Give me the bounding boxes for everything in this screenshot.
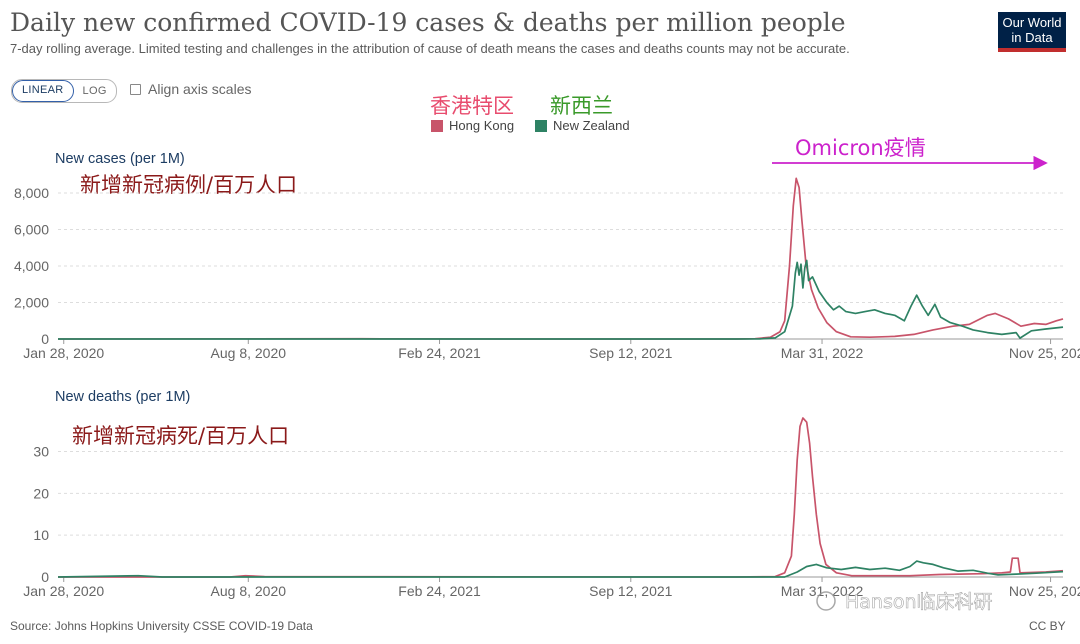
watermark: Hanson临床科研 bbox=[816, 591, 993, 613]
checkbox-icon[interactable] bbox=[130, 83, 141, 95]
cases-panel: New cases (per 1M) 0 2,000 4,000 6,000 8,000… bbox=[14, 151, 1080, 361]
deaths-y-tick-label: 0 bbox=[41, 569, 49, 585]
logo-line-2: in Data bbox=[1011, 30, 1053, 45]
cases-x-tick-label: Nov 25, 2022 bbox=[1009, 345, 1080, 361]
legend-hong-kong[interactable]: Hong Kong bbox=[431, 118, 514, 133]
wechat-icon bbox=[816, 591, 836, 611]
omicron-label: Omicron疫情 bbox=[795, 136, 926, 160]
legend-new-zealand-label: New Zealand bbox=[553, 118, 630, 133]
cases-y-tick-label: 8,000 bbox=[14, 185, 49, 201]
deaths-chinese-label: 新增新冠病死/百万人口 bbox=[72, 424, 290, 448]
cases-x-tick-label: Feb 24, 2021 bbox=[398, 345, 481, 361]
new-zealand-swatch bbox=[535, 119, 547, 132]
deaths-x-tick-label: Jan 28, 2020 bbox=[23, 583, 104, 599]
watermark-text: Hanson临床科研 bbox=[845, 591, 993, 613]
deaths-y-tick-label: 30 bbox=[33, 443, 49, 459]
cases-y-tick-label: 2,000 bbox=[14, 295, 49, 311]
logo-line-1: Our World bbox=[1002, 15, 1062, 30]
deaths-y-tick-label: 20 bbox=[33, 485, 49, 501]
cases-series-line-new-zealand bbox=[58, 259, 1064, 340]
deaths-panel: New deaths (per 1M) 0 10 20 30 Jan 28, 2020 A… bbox=[23, 389, 1080, 599]
log-scale-button[interactable]: LOG bbox=[82, 85, 107, 97]
cases-x-tick-label: Jan 28, 2020 bbox=[23, 345, 104, 361]
cases-chinese-label: 新增新冠病例/百万人口 bbox=[80, 173, 298, 197]
axis-scale-toggle: LINEAR LOG bbox=[11, 79, 117, 103]
deaths-series-line-new-zealand bbox=[57, 560, 1064, 578]
source-note: Source: Johns Hopkins University CSSE CO… bbox=[10, 619, 313, 633]
deaths-x-tick-label: Mar 31, 2022 bbox=[781, 583, 864, 599]
cases-series-line-hong-kong bbox=[57, 177, 1064, 340]
align-axis-scales-label: Align axis scales bbox=[148, 81, 252, 97]
chart-subtitle: 7-day rolling average. Limited testing a… bbox=[10, 41, 850, 56]
owid-logo[interactable]: Our World in Data bbox=[998, 12, 1066, 52]
deaths-x-tick-label: Aug 8, 2020 bbox=[211, 583, 287, 599]
deaths-series-line-hong-kong bbox=[58, 417, 1064, 578]
deaths-x-tick-label: Feb 24, 2021 bbox=[398, 583, 481, 599]
cases-x-tick-label: Sep 12, 2021 bbox=[589, 345, 673, 361]
deaths-y-tick-label: 10 bbox=[33, 527, 49, 543]
cases-x-tick-label: Mar 31, 2022 bbox=[781, 345, 864, 361]
linear-scale-button[interactable]: LINEAR bbox=[12, 80, 74, 102]
cases-y-tick-label: 0 bbox=[41, 331, 49, 347]
deaths-x-tick-label: Nov 25, 2022 bbox=[1009, 583, 1080, 599]
hong-kong-swatch bbox=[431, 119, 443, 132]
deaths-x-tick-label: Sep 12, 2021 bbox=[589, 583, 673, 599]
cases-axis-title: New cases (per 1M) bbox=[55, 151, 185, 167]
cases-y-tick-label: 6,000 bbox=[14, 222, 49, 238]
new-zealand-chinese-label: 新西兰 bbox=[550, 94, 613, 118]
cases-y-tick-label: 4,000 bbox=[14, 258, 49, 274]
align-axis-scales-checkbox[interactable]: Align axis scales bbox=[130, 81, 252, 97]
cases-x-tick-label: Aug 8, 2020 bbox=[211, 345, 287, 361]
hong-kong-chinese-label: 香港特区 bbox=[430, 94, 514, 118]
license-label[interactable]: CC BY bbox=[1029, 619, 1066, 633]
deaths-axis-title: New deaths (per 1M) bbox=[55, 389, 190, 405]
chart-title: Daily new confirmed COVID-19 cases & dea… bbox=[10, 8, 846, 37]
legend-hong-kong-label: Hong Kong bbox=[449, 118, 515, 133]
legend-new-zealand[interactable]: New Zealand bbox=[535, 118, 630, 133]
